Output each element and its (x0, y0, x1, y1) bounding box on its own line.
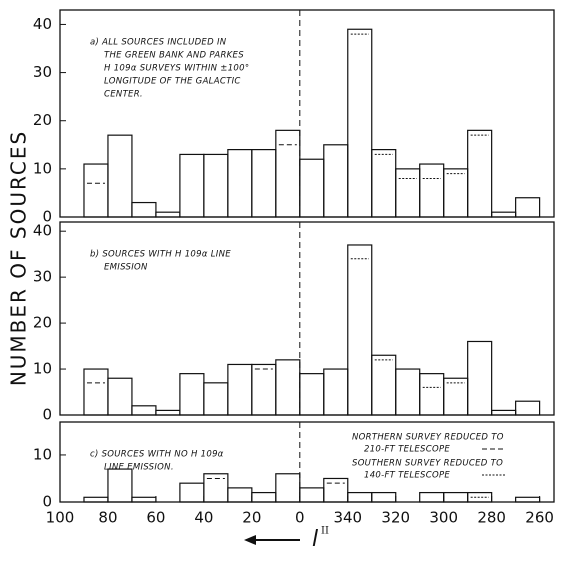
bar (275, 359, 301, 416)
x-tick-label: 40 (194, 509, 213, 527)
x-tick-label: 280 (477, 509, 506, 527)
legend-text: 210-FT TELESCOPE (364, 445, 450, 455)
x-tick-label: 300 (429, 509, 458, 527)
y-tick-label: 40 (33, 15, 52, 33)
bar (491, 409, 517, 416)
x-tick-label: 260 (525, 509, 554, 527)
bar (371, 491, 397, 503)
y-tick-label: 0 (42, 493, 52, 511)
legend-text: 140-FT TELESCOPE (364, 471, 450, 481)
bar (347, 491, 373, 503)
bar (227, 363, 253, 416)
bar (371, 149, 397, 218)
x-tick-label: 340 (333, 509, 362, 527)
bar (251, 491, 277, 503)
x-axis-label: l (312, 527, 318, 552)
bar (83, 368, 109, 416)
bar (515, 197, 541, 218)
annotation: b) SOURCES WITH H 109α LINE (90, 250, 231, 260)
bar (179, 482, 205, 503)
legend-text: NORTHERN SURVEY REDUCED TO (352, 433, 504, 443)
bar (467, 129, 493, 218)
bar (179, 153, 205, 218)
bar (107, 134, 133, 218)
bar (419, 491, 445, 503)
y-tick-label: 10 (33, 445, 52, 463)
bar (347, 28, 373, 218)
y-tick-label: 20 (33, 314, 52, 332)
annotation: CENTER. (104, 90, 143, 100)
y-tick-label: 40 (33, 222, 52, 240)
annotation: THE GREEN BANK AND PARKES (104, 51, 244, 61)
bar (203, 382, 229, 416)
y-tick-label: 0 (42, 406, 52, 424)
annotation: LONGITUDE OF THE GALACTIC (104, 77, 241, 87)
bar (107, 468, 133, 503)
bar (299, 158, 325, 218)
bar (443, 168, 469, 218)
annotation: a) ALL SOURCES INCLUDED IN (90, 38, 227, 48)
bar (419, 373, 445, 416)
y-tick-label: 10 (33, 159, 52, 177)
bar (155, 211, 181, 218)
bar (107, 377, 133, 416)
bar (347, 244, 373, 416)
bar (83, 496, 109, 503)
y-axis-label: NUMBER OF SOURCES (7, 130, 31, 386)
bar (419, 163, 445, 218)
y-tick-label: 10 (33, 360, 52, 378)
bar (371, 354, 397, 416)
x-tick-label: 100 (46, 509, 75, 527)
bar (395, 368, 421, 416)
y-tick-label: 30 (33, 63, 52, 81)
bar (131, 405, 157, 416)
bar (275, 129, 301, 218)
bar (179, 373, 205, 416)
annotation: H 109α SURVEYS WITHIN ±100° (104, 64, 249, 74)
bar (299, 487, 325, 503)
bar (251, 149, 277, 218)
x-tick-label: 80 (98, 509, 117, 527)
x-tick-label: 60 (146, 509, 165, 527)
bar (467, 340, 493, 416)
x-tick-label: 20 (242, 509, 261, 527)
bar (227, 487, 253, 503)
bar (323, 144, 349, 218)
bar (83, 163, 109, 218)
bar (395, 168, 421, 218)
arrow-head (244, 535, 256, 545)
y-tick-label: 20 (33, 111, 52, 129)
x-tick-label: 0 (295, 509, 305, 527)
bar (275, 473, 301, 503)
bar (443, 491, 469, 503)
bar (251, 363, 277, 416)
annotation: c) SOURCES WITH NO H 109α (90, 450, 224, 460)
bar (131, 201, 157, 218)
x-tick-label: 320 (381, 509, 410, 527)
bar (131, 496, 157, 503)
bar (155, 409, 181, 416)
bar (443, 377, 469, 416)
bar (323, 368, 349, 416)
y-tick-label: 0 (42, 208, 52, 226)
bar (323, 477, 349, 503)
y-tick-label: 30 (33, 268, 52, 286)
bar (203, 153, 229, 218)
annotation: EMISSION (104, 263, 148, 273)
bar (515, 496, 541, 503)
bar (491, 211, 517, 218)
bar (299, 373, 325, 416)
bar (227, 149, 253, 218)
annotation: LINE EMISSION. (104, 463, 174, 473)
legend-text: SOUTHERN SURVEY REDUCED TO (352, 459, 503, 469)
x-axis-label-superscript: II (321, 526, 329, 537)
bar (515, 400, 541, 416)
